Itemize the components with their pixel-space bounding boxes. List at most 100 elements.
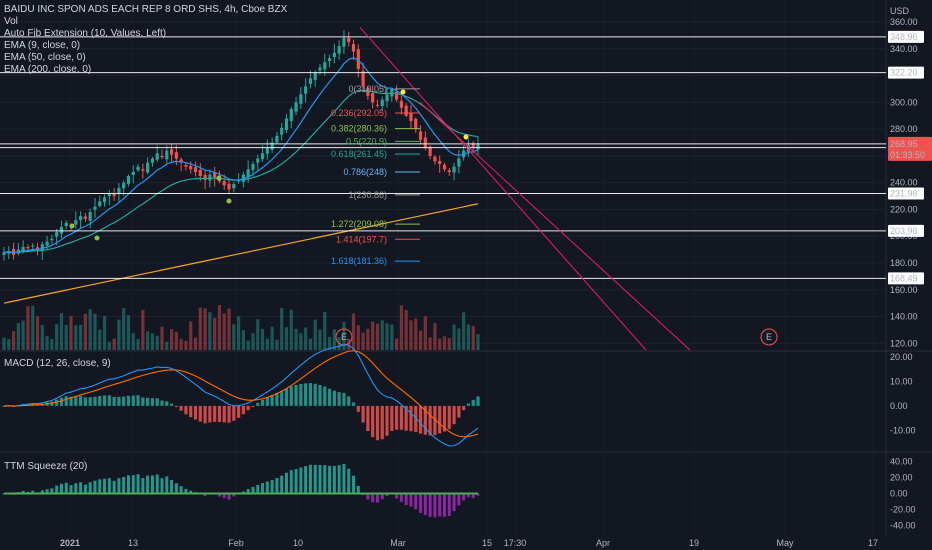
volume-bar xyxy=(375,323,380,350)
volume-bar xyxy=(131,333,135,350)
ttm-histogram-bar xyxy=(217,493,221,497)
candle xyxy=(98,201,102,207)
indicator-ema200[interactable]: EMA (200, close, 0) xyxy=(4,64,92,75)
volume-bar xyxy=(418,330,423,350)
x-tick-label: Feb xyxy=(228,538,244,548)
candle xyxy=(93,206,97,210)
volume-bar xyxy=(160,326,164,350)
ttm-histogram-bar xyxy=(88,482,92,494)
macd-tick-label: 0.00 xyxy=(890,401,908,411)
ttm-histogram-bar xyxy=(160,478,164,494)
ttm-histogram-bar xyxy=(332,465,336,494)
volume-bar xyxy=(356,325,360,350)
ttm-histogram-bar xyxy=(352,475,356,494)
volume-bar xyxy=(409,320,413,350)
macd-histogram-bar xyxy=(275,392,279,406)
ttm-histogram-bar xyxy=(40,490,44,494)
macd-histogram-bar xyxy=(241,405,245,415)
volume-bar xyxy=(256,319,260,350)
ttm-histogram-bar xyxy=(284,472,288,494)
y-tick-label: 280.00 xyxy=(890,124,918,134)
volume-bar xyxy=(433,323,437,350)
volume-bar xyxy=(31,305,35,350)
volume-bar xyxy=(45,336,49,350)
macd-histogram-bar xyxy=(438,405,442,434)
ttm-histogram-bar xyxy=(146,475,150,494)
macd-histogram-bar xyxy=(251,405,255,407)
ttm-histogram-bar xyxy=(457,493,461,506)
indicator-ema9[interactable]: EMA (9, close, 0) xyxy=(4,40,81,51)
macd-histogram-bar xyxy=(418,405,423,434)
candle xyxy=(270,142,274,150)
candle xyxy=(442,164,447,170)
ttm-histogram-bar xyxy=(69,485,73,494)
ttm-histogram-bar xyxy=(438,493,442,517)
volume-bar xyxy=(184,340,188,350)
volume-bar xyxy=(136,338,140,350)
ttm-legend[interactable]: TTM Squeeze (20) xyxy=(4,461,88,472)
indicator-ema50[interactable]: EMA (50, close, 0) xyxy=(4,52,86,63)
ttm-histogram-bar xyxy=(189,490,193,494)
x-tick-label: 10 xyxy=(293,538,303,548)
price-level-text: 168.49 xyxy=(890,273,918,283)
macd-histogram-bar xyxy=(74,396,78,406)
ttm-tick-label: 20.00 xyxy=(890,472,913,482)
macd-histogram-bar xyxy=(83,397,87,406)
macd-histogram-bar xyxy=(160,400,164,406)
candle xyxy=(45,241,49,246)
indicator-vol[interactable]: Vol xyxy=(4,16,18,27)
volume-bar xyxy=(203,308,207,350)
x-tick-label: Mar xyxy=(390,538,406,548)
volume-bar xyxy=(390,324,394,350)
candle xyxy=(64,222,68,227)
candle xyxy=(414,118,418,130)
y-tick-label: 360.00 xyxy=(890,17,918,27)
volume-bar xyxy=(16,323,20,350)
ttm-histogram-bar xyxy=(280,475,284,494)
macd-histogram-bar xyxy=(165,401,169,406)
volume-bar xyxy=(102,315,107,350)
ttm-histogram-bar xyxy=(45,489,49,494)
macd-histogram-bar xyxy=(122,396,126,406)
macd-histogram-bar xyxy=(50,401,54,406)
x-tick-label: Apr xyxy=(596,538,610,548)
volume-bar xyxy=(112,338,116,350)
volume-bar xyxy=(428,337,432,350)
candle xyxy=(275,135,279,143)
volume-bar xyxy=(414,318,418,350)
ttm-histogram-bar xyxy=(375,493,379,503)
macd-legend[interactable]: MACD (12, 26, close, 9) xyxy=(4,358,111,369)
ttm-histogram-bar xyxy=(93,480,97,494)
candle xyxy=(232,184,236,189)
y-tick-label: 220.00 xyxy=(890,204,918,214)
ttm-histogram-bar xyxy=(227,493,231,500)
candle xyxy=(256,158,260,163)
ttm-histogram-bar xyxy=(275,478,279,494)
y-tick-label: 160.00 xyxy=(890,285,918,295)
volume-bar xyxy=(241,330,245,350)
macd-histogram-bar xyxy=(452,405,456,425)
ttm-histogram-bar xyxy=(395,493,399,499)
macd-histogram-bar xyxy=(64,396,68,406)
ttm-histogram-bar xyxy=(126,475,130,494)
macd-histogram-bar xyxy=(79,396,83,406)
ttm-histogram-bar xyxy=(399,493,403,502)
candle xyxy=(40,244,44,251)
volume-bar xyxy=(35,316,40,350)
candle xyxy=(380,99,384,107)
price-level-badge xyxy=(888,66,924,79)
ttm-histogram-bar xyxy=(308,464,312,494)
fib-level-label: 1.272(209.08) xyxy=(331,219,387,229)
indicator-fib[interactable]: Auto Fib Extension (10, Values, Left) xyxy=(4,28,167,39)
volume-bar xyxy=(284,327,289,350)
symbol-title[interactable]: BAIDU INC SPON ADS EACH REP 8 ORD SHS, 4… xyxy=(4,4,288,15)
macd-histogram-bar xyxy=(318,385,322,406)
volume-bar xyxy=(361,332,365,350)
macd-histogram-bar xyxy=(107,395,111,406)
ttm-histogram-bar xyxy=(112,480,116,494)
candle xyxy=(418,131,423,140)
volume-bar xyxy=(457,328,461,350)
fib-level-label: 1.618(181.36) xyxy=(331,256,387,266)
ttm-histogram-bar xyxy=(131,475,135,494)
